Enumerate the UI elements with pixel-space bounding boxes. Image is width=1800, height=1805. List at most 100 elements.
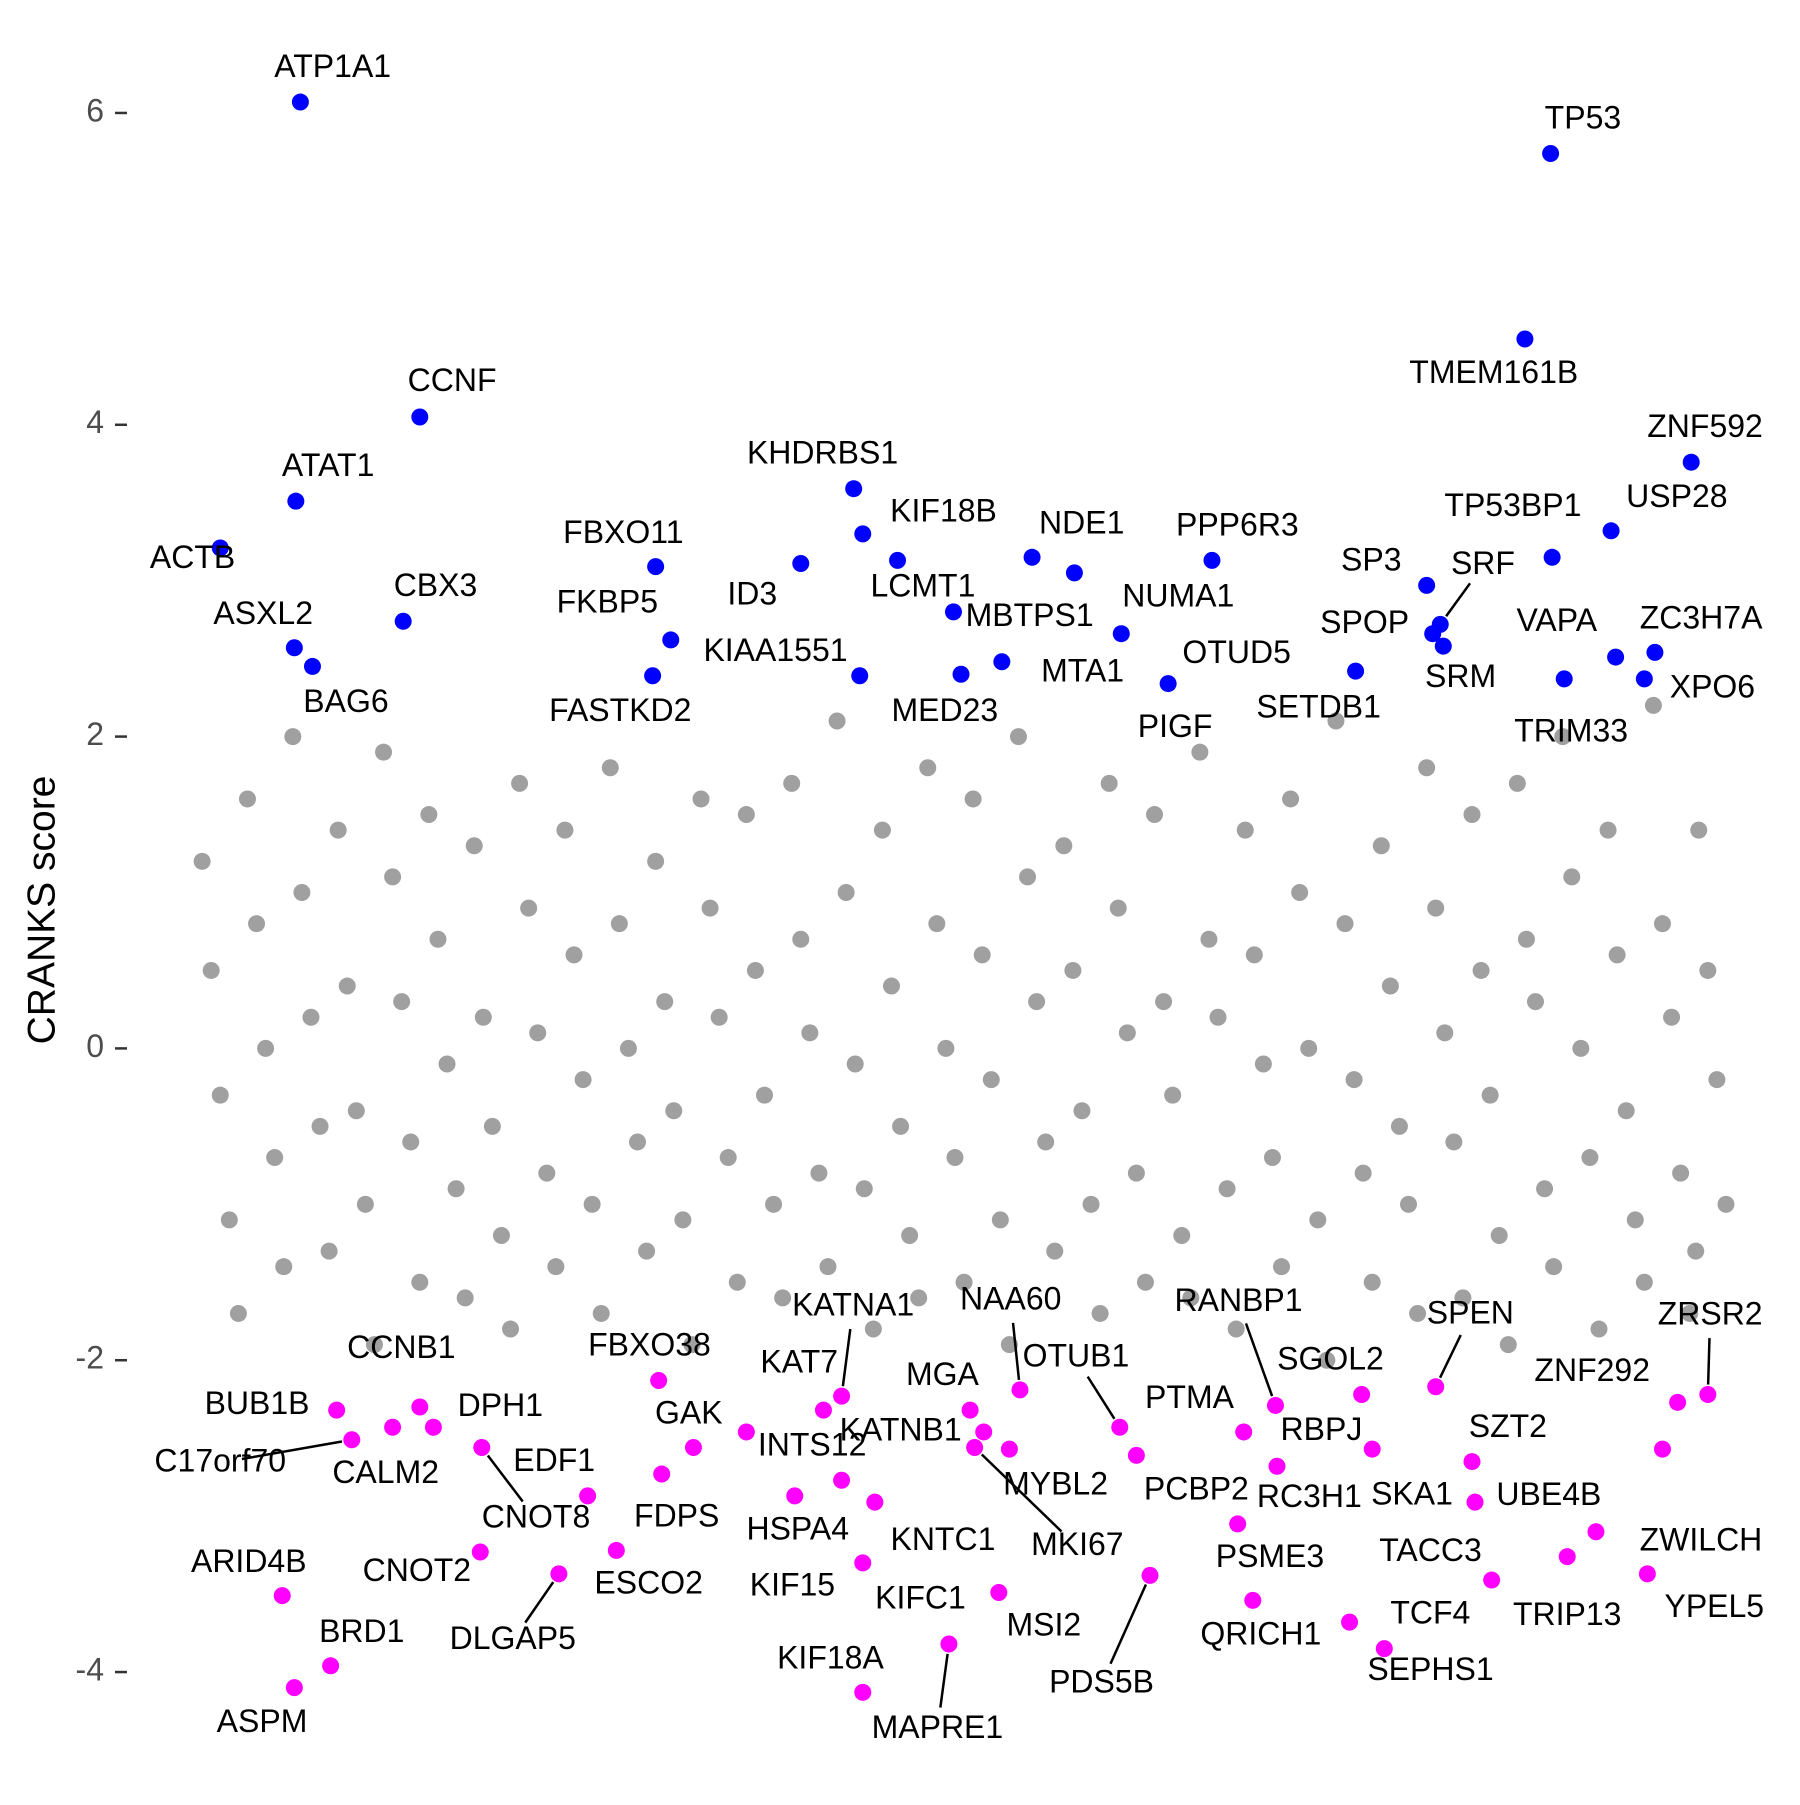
point-label: FDPS xyxy=(634,1497,719,1533)
point-label: SETDB1 xyxy=(1256,689,1380,725)
point xyxy=(889,551,907,569)
point-label: TCF4 xyxy=(1390,1595,1470,1631)
point xyxy=(1245,946,1263,964)
point-label: KIF18B xyxy=(890,493,997,529)
point xyxy=(1516,330,1534,348)
point-label: TP53BP1 xyxy=(1444,487,1581,523)
point xyxy=(710,1008,728,1026)
point xyxy=(1341,1613,1359,1631)
point xyxy=(1543,548,1561,566)
point xyxy=(619,1039,637,1057)
point-label: SPEN xyxy=(1427,1295,1514,1331)
point xyxy=(819,1258,837,1276)
point-label: SGOL2 xyxy=(1277,1341,1384,1377)
point xyxy=(1463,806,1481,824)
point xyxy=(1587,1523,1605,1541)
point xyxy=(1282,790,1300,808)
point-label: OTUD5 xyxy=(1182,634,1290,670)
point xyxy=(1602,522,1620,540)
point xyxy=(928,915,946,933)
point xyxy=(1418,759,1436,777)
point-label: KATNB1 xyxy=(840,1411,962,1447)
point xyxy=(1542,144,1560,162)
point-label: MKI67 xyxy=(1031,1526,1123,1562)
point xyxy=(411,408,429,426)
point xyxy=(910,1289,928,1307)
point xyxy=(1555,670,1573,688)
point xyxy=(665,1102,683,1120)
point xyxy=(1136,1273,1154,1291)
point xyxy=(420,806,438,824)
point xyxy=(1483,1571,1501,1589)
point xyxy=(1669,1393,1687,1411)
point xyxy=(964,790,982,808)
point xyxy=(1109,899,1127,917)
point xyxy=(1127,1446,1145,1464)
point xyxy=(684,1439,702,1457)
point-label: TP53 xyxy=(1545,99,1621,135)
point xyxy=(1009,728,1027,746)
point xyxy=(1646,643,1664,661)
point xyxy=(275,1258,293,1276)
point-label: PSME3 xyxy=(1216,1538,1324,1574)
point-label: CBX3 xyxy=(394,567,478,603)
point xyxy=(701,899,719,917)
point xyxy=(211,539,229,557)
point xyxy=(783,774,801,792)
point xyxy=(193,852,211,870)
point xyxy=(285,1679,303,1697)
leader-line xyxy=(1438,1334,1462,1379)
point-label: ZC3H7A xyxy=(1640,600,1763,636)
point xyxy=(892,1117,910,1135)
point xyxy=(1644,696,1662,714)
point-label: DPH1 xyxy=(458,1387,543,1423)
point-label: MAPRE1 xyxy=(872,1709,1004,1745)
point xyxy=(1019,868,1037,886)
point xyxy=(1353,1386,1371,1404)
point xyxy=(520,899,538,917)
point xyxy=(328,1401,346,1419)
point-label: SKA1 xyxy=(1371,1476,1453,1512)
point xyxy=(1200,930,1218,948)
leader-line xyxy=(486,1454,524,1503)
point xyxy=(901,1227,919,1244)
point xyxy=(1682,453,1700,471)
point xyxy=(1481,1086,1499,1104)
point-label: ACTB xyxy=(150,539,235,575)
point-label: SEPHS1 xyxy=(1367,1651,1493,1687)
point xyxy=(474,1008,492,1026)
point xyxy=(402,1133,420,1151)
point xyxy=(946,1149,964,1167)
point-label: BRD1 xyxy=(319,1613,404,1649)
point xyxy=(1291,884,1309,901)
point-label: SRM xyxy=(1425,658,1496,694)
point xyxy=(1300,1039,1318,1057)
point xyxy=(786,1487,804,1505)
point xyxy=(502,1320,520,1338)
point xyxy=(1638,1565,1656,1583)
point xyxy=(774,1289,792,1307)
point xyxy=(257,1039,275,1057)
point xyxy=(851,667,869,685)
point xyxy=(550,1565,568,1583)
point xyxy=(1400,1195,1418,1213)
point xyxy=(638,1242,656,1260)
point-label: MTA1 xyxy=(1041,653,1124,689)
point xyxy=(447,1180,465,1198)
y-tick-label: 4 xyxy=(86,404,104,440)
leader-line xyxy=(1109,1584,1148,1665)
point xyxy=(238,790,256,808)
point-label: KHDRBS1 xyxy=(747,435,898,471)
point-label: KATNA1 xyxy=(792,1287,914,1323)
point xyxy=(471,1543,489,1561)
point xyxy=(1581,1149,1599,1167)
point xyxy=(343,1431,361,1449)
point xyxy=(1118,1024,1136,1042)
point-label: MED23 xyxy=(892,692,999,728)
point-label: SRF xyxy=(1451,545,1515,581)
leader-line xyxy=(241,1440,343,1461)
point xyxy=(1563,868,1581,886)
point xyxy=(854,1683,872,1701)
point xyxy=(273,1587,291,1605)
point xyxy=(394,612,412,630)
